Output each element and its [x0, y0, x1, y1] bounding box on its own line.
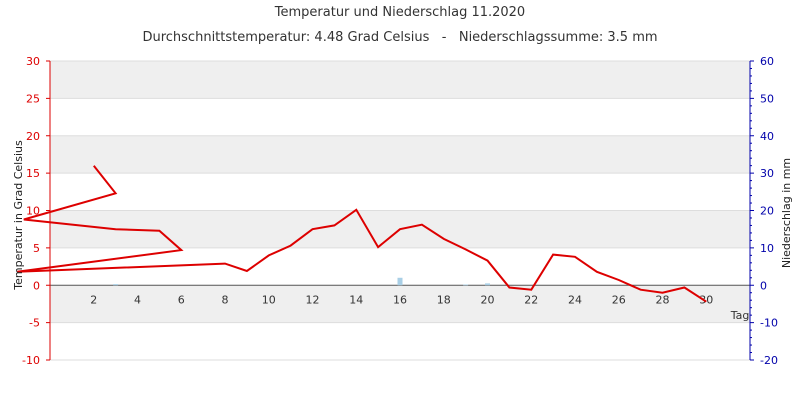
- y-left-tick-label: 0: [33, 279, 40, 292]
- y-right-tick-label: 10: [760, 242, 774, 255]
- axes: [46, 60, 754, 361]
- x-tick-label: 12: [306, 293, 320, 306]
- y-left-tick-label: -10: [22, 354, 40, 367]
- y-left-tick-label: 5: [33, 242, 40, 255]
- precipitation-bars: [113, 277, 490, 286]
- y-left-tick-label: 30: [26, 55, 40, 68]
- precipitation-bar: [113, 284, 119, 286]
- grid-lines: [50, 60, 750, 361]
- y-right-tick-label: -20: [760, 354, 778, 367]
- x-tick-label: 6: [178, 293, 185, 306]
- background-band: [50, 61, 750, 99]
- y-right-tick-label: 50: [760, 92, 774, 105]
- precipitation-bar: [485, 283, 490, 286]
- y-axis-left-label: Temperatur in Grad Celsius: [12, 140, 25, 291]
- chart-title: Temperatur und Niederschlag 11.2020: [274, 5, 525, 20]
- y-left-tick-label: -5: [29, 317, 40, 330]
- y-right-tick-label: 0: [760, 279, 767, 292]
- y-left-tick-label: 20: [26, 130, 40, 143]
- x-tick-label: 20: [481, 293, 495, 306]
- y-left-tick-label: 25: [26, 92, 40, 105]
- x-tick-label: 2: [90, 293, 97, 306]
- temperature-line: [17, 165, 707, 303]
- y-right-tick-label: 30: [760, 167, 774, 180]
- y-right-tick-label: 60: [760, 55, 774, 68]
- x-tick-label: 28: [656, 293, 670, 306]
- precipitation-bar: [397, 277, 403, 286]
- background-band: [50, 285, 750, 323]
- x-tick-label: 18: [437, 293, 451, 306]
- x-tick-label: 22: [524, 293, 538, 306]
- y-right-tick-label: -10: [760, 317, 778, 330]
- x-tick-label: 26: [612, 293, 626, 306]
- temperature-line-group: [17, 165, 707, 303]
- y-left-tick-label: 15: [26, 167, 40, 180]
- background-band: [50, 135, 750, 174]
- chart-subtitle: Durchschnittstemperatur: 4.48 Grad Celsi…: [142, 30, 657, 45]
- x-tick-label: 4: [134, 293, 141, 306]
- x-tick-label: 10: [262, 293, 276, 306]
- y-right-tick-label: 20: [760, 205, 774, 218]
- x-tick-label: 14: [349, 293, 363, 306]
- y-right-tick-label: 40: [760, 130, 774, 143]
- x-tick-label: 30: [699, 293, 713, 306]
- precipitation-bar: [463, 284, 469, 286]
- y-left-tick-label: 10: [26, 205, 40, 218]
- x-tick-label: 24: [568, 293, 582, 306]
- x-tick-label: 16: [393, 293, 407, 306]
- x-tick-label: 8: [222, 293, 229, 306]
- y-axis-right-label: Niederschlag in mm: [780, 158, 793, 268]
- x-axis-label: Tag: [730, 309, 750, 322]
